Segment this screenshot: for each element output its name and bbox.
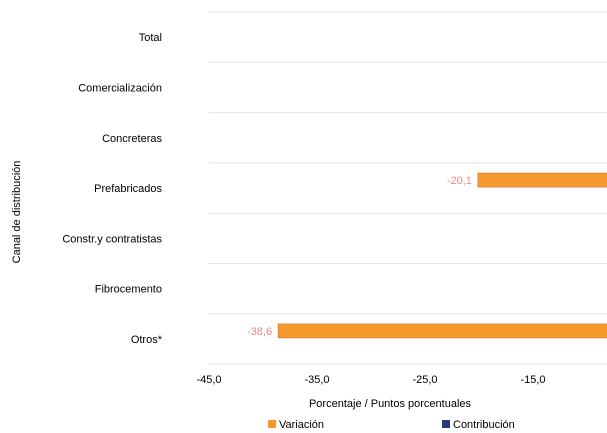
- legend-swatch: [442, 420, 450, 428]
- data-label-variacion: -38,6: [247, 326, 272, 338]
- category-label: Concreteras: [102, 133, 162, 145]
- grid-layer: [209, 11, 607, 365]
- category-label: Otros*: [131, 334, 163, 346]
- category-label: Prefabricados: [94, 183, 162, 195]
- x-axis-title: Porcentaje / Puntos porcentuales: [309, 398, 472, 410]
- data-label-variacion: -20,1: [447, 175, 472, 187]
- legend-swatch: [268, 420, 276, 428]
- x-tick-label: -25,0: [412, 374, 437, 386]
- category-label: Constr.y contratistas: [62, 233, 162, 245]
- labels-layer: Total-3,3-3,3Comercialización-2,6-1,3Con…: [62, 32, 472, 346]
- legend-label: Variación: [279, 419, 324, 431]
- x-tick-label: -35,0: [304, 374, 329, 386]
- bars-layer: [277, 172, 607, 339]
- x-tick-label: -45,0: [196, 374, 221, 386]
- bar-variacion: [277, 323, 607, 339]
- legend: Variación Contribución: [268, 419, 515, 431]
- bar-variacion: [477, 172, 607, 188]
- axis-layer: -45,0-35,0-25,0-15,0-5,0: [196, 374, 545, 386]
- category-label: Fibrocemento: [95, 284, 162, 296]
- category-label: Comercialización: [78, 82, 162, 94]
- x-tick-label: -15,0: [520, 374, 545, 386]
- category-label: Total: [139, 32, 162, 44]
- legend-label: Contribución: [453, 419, 515, 431]
- y-axis-title: Canal de distribución: [11, 161, 23, 264]
